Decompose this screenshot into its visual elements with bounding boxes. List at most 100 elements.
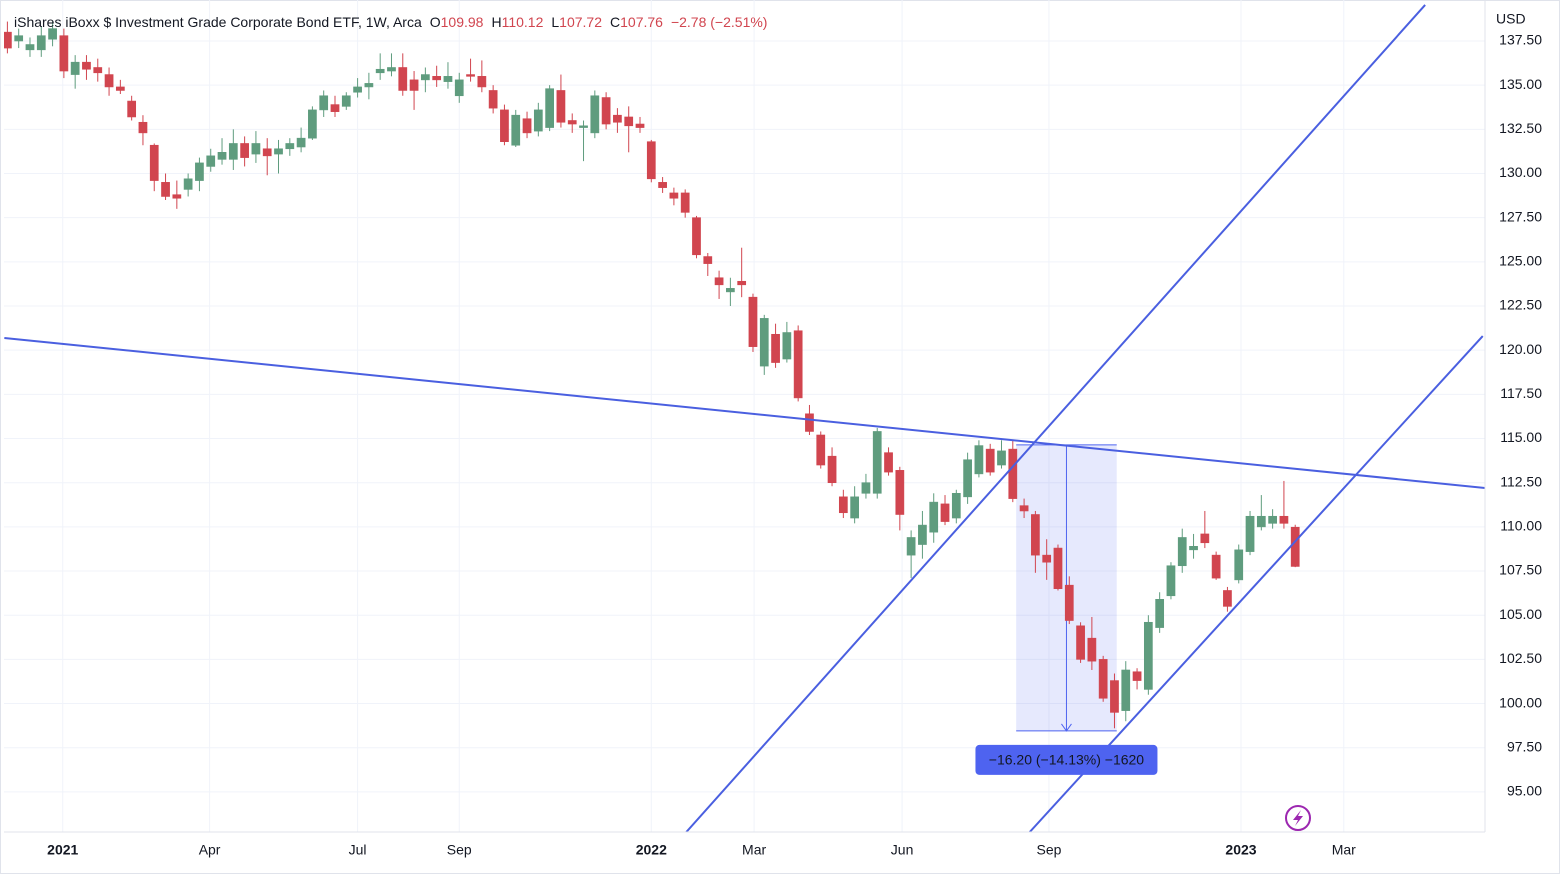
plot-area xyxy=(4,4,1485,832)
candle-body xyxy=(793,330,803,399)
candle-body xyxy=(726,288,735,293)
close-key: C xyxy=(610,14,620,30)
candle-body xyxy=(138,121,148,134)
replay-icon[interactable] xyxy=(1285,805,1311,831)
candle-body xyxy=(1042,554,1052,563)
candle-body xyxy=(940,503,950,522)
candle-body xyxy=(635,123,645,128)
x-tick-label: Jul xyxy=(349,842,367,858)
high-key: H xyxy=(491,14,501,30)
candle-body xyxy=(1053,547,1063,590)
candle-body xyxy=(1076,625,1085,660)
candle-body xyxy=(195,162,204,181)
y-tick-label: 127.50 xyxy=(1499,208,1542,224)
y-tick-label: 107.50 xyxy=(1499,562,1542,578)
candle-body xyxy=(183,178,193,190)
candle-body xyxy=(1166,565,1176,597)
open-key: O xyxy=(430,14,441,30)
x-tick-label: 2021 xyxy=(47,842,78,858)
candle-body xyxy=(1200,533,1210,544)
candle-body xyxy=(714,277,724,286)
y-tick-label: 102.50 xyxy=(1499,650,1542,666)
x-tick-label: Sep xyxy=(447,842,472,858)
candle-body xyxy=(703,256,713,264)
candle-body xyxy=(127,100,137,118)
candle-body xyxy=(296,137,306,148)
candle-body xyxy=(161,182,170,197)
y-tick-label: 115.00 xyxy=(1500,429,1542,445)
candle-body xyxy=(82,61,91,70)
candle-body xyxy=(1110,680,1119,713)
high-value: 110.12 xyxy=(502,14,544,30)
x-tick-label: Mar xyxy=(1332,842,1356,858)
measure-label: −16.20 (−14.13%) −1620 xyxy=(989,752,1145,768)
candle-body xyxy=(579,125,588,128)
candle-body xyxy=(353,86,362,93)
candle-body xyxy=(375,68,385,74)
change: −2.78 (−2.51%) xyxy=(671,14,768,30)
candle-body xyxy=(997,450,1006,466)
candle-body xyxy=(1245,515,1255,552)
candle-body xyxy=(206,155,216,167)
x-tick-label: 2022 xyxy=(636,842,667,858)
candle-body xyxy=(274,148,283,155)
candle-body xyxy=(48,28,57,40)
candle-body xyxy=(1234,549,1244,581)
y-tick-label: 110.00 xyxy=(1500,518,1542,534)
chart-title: iShares iBoxx $ Investment Grade Corpora… xyxy=(14,14,422,30)
candle-body xyxy=(14,35,24,42)
candle-body xyxy=(70,61,80,75)
candle-body xyxy=(1256,515,1266,528)
candle-body xyxy=(500,109,509,142)
candle-body xyxy=(285,143,295,150)
candle-body xyxy=(25,44,35,51)
y-tick-label: 112.50 xyxy=(1500,473,1542,489)
y-tick-label: 117.50 xyxy=(1500,385,1542,401)
currency: USD xyxy=(1496,11,1526,27)
y-tick-label: 137.50 xyxy=(1499,32,1542,48)
candle-body xyxy=(511,114,521,146)
open-value: 109.98 xyxy=(441,14,484,30)
candle-body xyxy=(522,118,532,134)
y-tick-label: 97.50 xyxy=(1507,738,1542,754)
candle-body xyxy=(884,452,893,473)
y-tick-label: 100.00 xyxy=(1499,694,1542,710)
candle-body xyxy=(567,120,577,125)
candle-body xyxy=(4,31,12,49)
candle-body xyxy=(816,434,826,466)
candle-body xyxy=(308,109,317,139)
x-tick-label: 2023 xyxy=(1225,842,1256,858)
candle-body xyxy=(228,143,238,160)
candle-body xyxy=(533,109,543,132)
candle-body xyxy=(601,97,611,125)
y-tick-label: 95.00 xyxy=(1507,783,1542,799)
candle-body xyxy=(93,67,103,74)
y-tick-label: 132.50 xyxy=(1499,120,1542,136)
y-tick-label: 125.00 xyxy=(1499,253,1542,269)
measure-label-box xyxy=(975,744,1158,775)
candle-body xyxy=(1155,599,1165,628)
candle-body xyxy=(466,74,475,77)
y-tick-label: 122.50 xyxy=(1499,297,1542,313)
candle-body xyxy=(1177,537,1187,567)
candle-body xyxy=(1189,546,1198,551)
x-tick-label: Apr xyxy=(199,842,221,858)
low-value: 107.72 xyxy=(559,14,602,30)
candle-body xyxy=(838,496,848,514)
grid xyxy=(4,0,1485,832)
candle-body xyxy=(217,152,227,160)
candle-body xyxy=(906,537,916,556)
candle-body xyxy=(556,90,566,123)
candle-body xyxy=(963,459,972,498)
candle-body xyxy=(36,35,46,51)
candle-body xyxy=(398,67,408,91)
candle-body xyxy=(613,114,622,123)
candle-body xyxy=(692,217,701,256)
candle-body xyxy=(1279,515,1289,524)
y-tick-label: 135.00 xyxy=(1499,76,1542,92)
candle-body xyxy=(646,141,656,180)
candle-body xyxy=(590,95,600,134)
candle-body xyxy=(387,67,396,72)
